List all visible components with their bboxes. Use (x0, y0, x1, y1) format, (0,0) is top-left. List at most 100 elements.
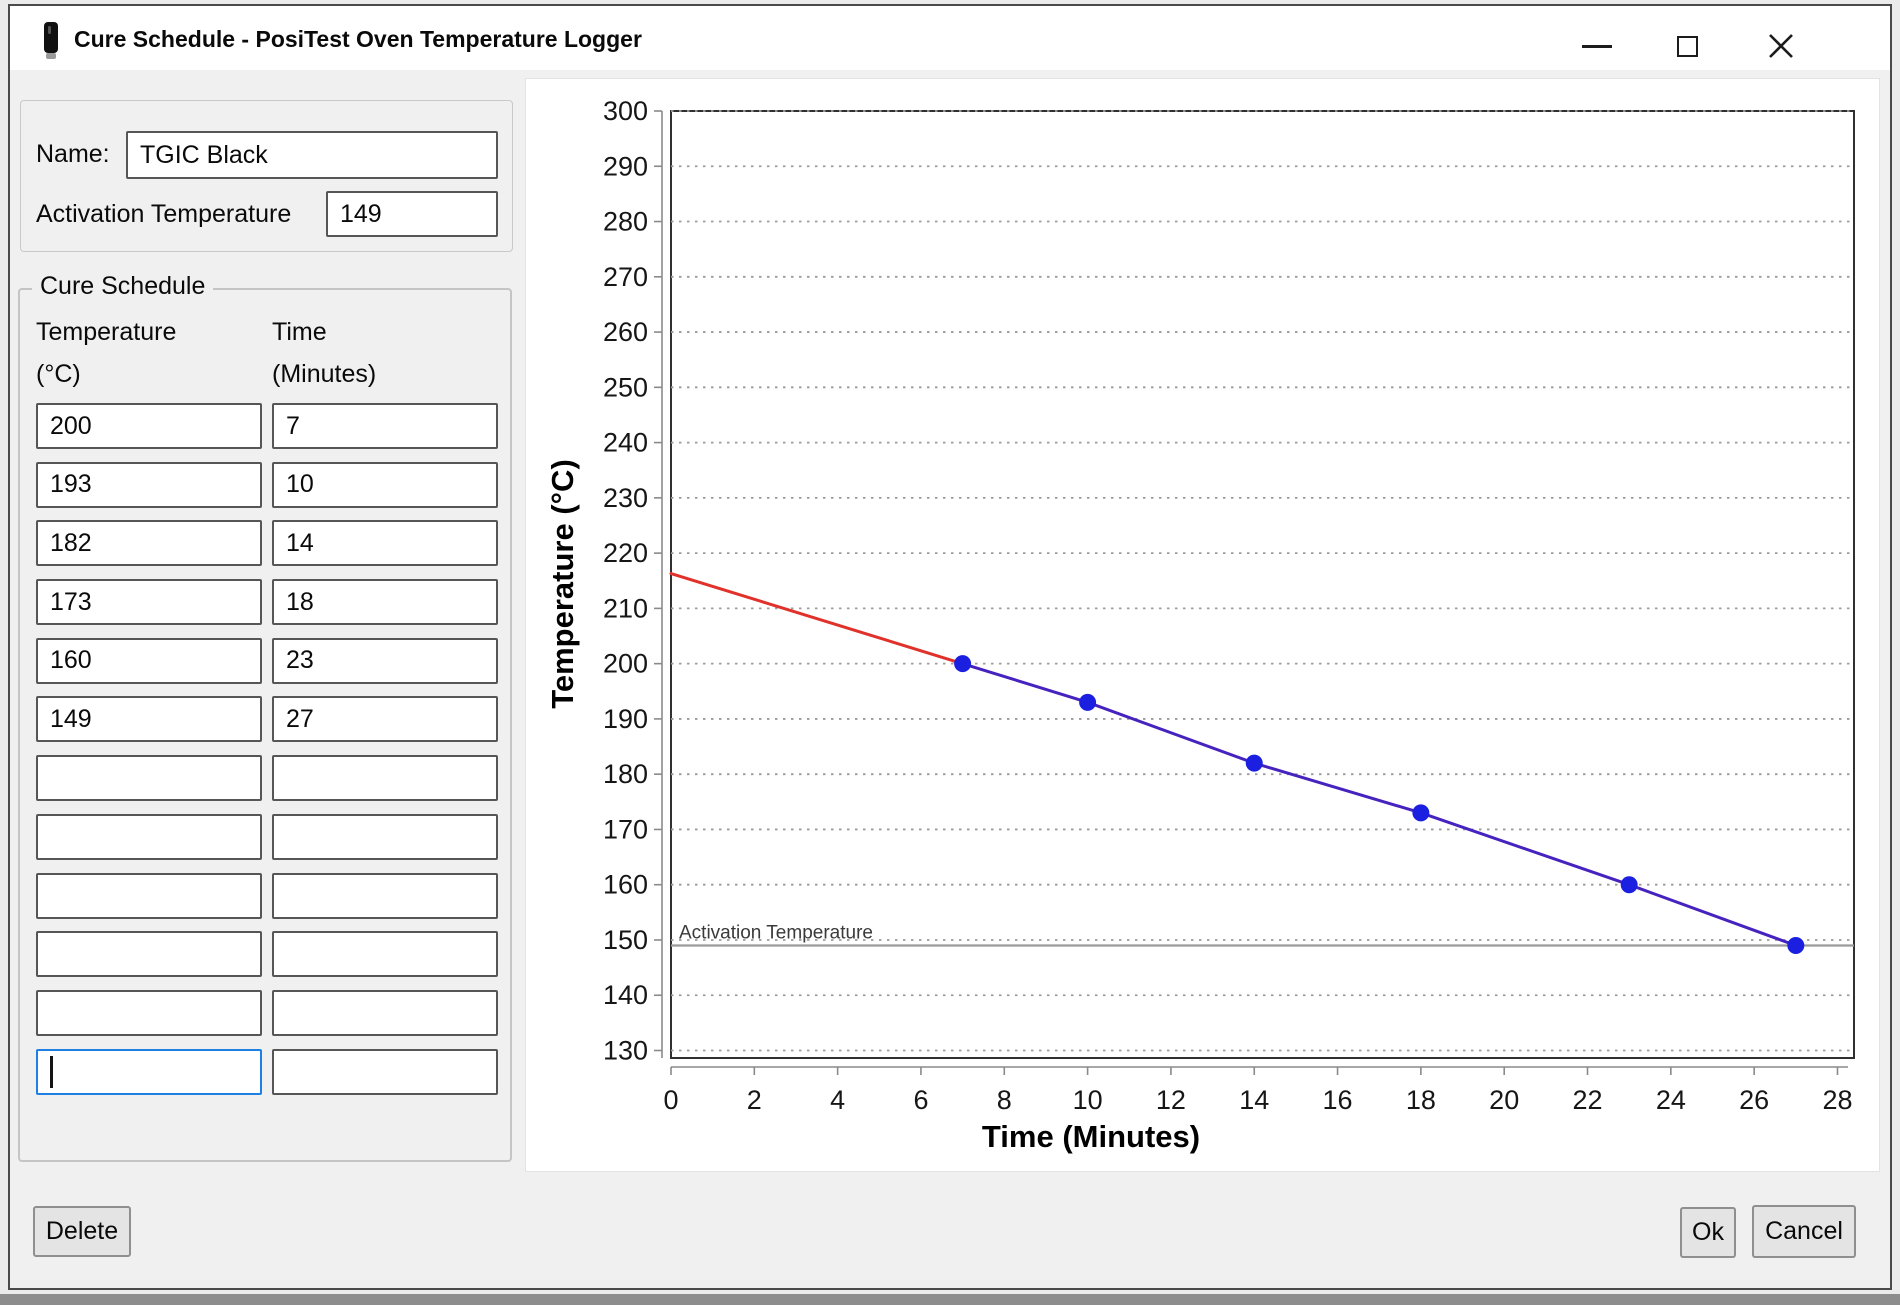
time-cell (272, 1048, 498, 1095)
time-input[interactable] (272, 1048, 498, 1095)
time-input[interactable] (272, 579, 498, 626)
cure-chart: 1301401501601701801902002102202302402502… (545, 96, 1855, 1154)
cancel-button[interactable]: Cancel (1752, 1205, 1856, 1258)
close-icon (1769, 34, 1793, 58)
time-cell (272, 403, 498, 449)
time-cell (272, 989, 498, 1036)
time-input[interactable] (272, 520, 498, 567)
schedule-row (36, 931, 498, 978)
temperature-column-unit: (°C) (36, 360, 81, 388)
time-input[interactable] (272, 813, 498, 860)
cure-schedule-groupbox (18, 288, 512, 1162)
temperature-input[interactable] (36, 931, 262, 978)
maximize-icon (1676, 35, 1698, 57)
time-cell (272, 579, 498, 626)
y-tick-label: 240 (603, 428, 648, 458)
schedule-row (36, 696, 498, 743)
temperature-cell (36, 637, 262, 684)
schedule-row (36, 813, 498, 860)
y-axis-title: Temperature (°C) (545, 459, 580, 709)
y-tick-label: 160 (603, 870, 648, 900)
x-tick-label: 4 (830, 1085, 845, 1115)
time-input[interactable] (272, 461, 498, 508)
data-point (1412, 804, 1430, 822)
temperature-input[interactable] (36, 520, 262, 567)
time-input[interactable] (272, 989, 498, 1036)
time-cell (272, 696, 498, 743)
y-tick-label: 260 (603, 317, 648, 347)
name-input[interactable] (126, 131, 498, 179)
y-tick-label: 150 (603, 925, 648, 955)
temperature-input[interactable] (36, 813, 262, 860)
y-tick-label: 190 (603, 704, 648, 734)
temperature-cell (36, 755, 262, 802)
temperature-input[interactable] (36, 696, 262, 743)
temperature-probe-icon (44, 22, 58, 59)
maximize-button[interactable] (1663, 24, 1711, 68)
time-input[interactable] (272, 696, 498, 743)
y-tick-label: 210 (603, 593, 648, 623)
time-cell (272, 813, 498, 860)
series-extrapolated-warmup (669, 572, 965, 666)
activation-temperature-label: Activation Temperature (36, 200, 292, 228)
schedule-row (36, 520, 498, 567)
y-tick-label: 270 (603, 262, 648, 292)
y-tick-label: 280 (603, 207, 648, 237)
data-point (954, 655, 972, 673)
time-input[interactable] (272, 637, 498, 684)
time-cell (272, 461, 498, 508)
schedule-row (36, 637, 498, 684)
temperature-input[interactable] (36, 872, 262, 919)
close-button[interactable] (1757, 24, 1805, 68)
temperature-cell (36, 696, 262, 743)
temperature-cell (36, 579, 262, 626)
time-input[interactable] (272, 872, 498, 919)
schedule-row (36, 403, 498, 449)
temperature-input[interactable] (36, 989, 262, 1036)
x-tick-label: 28 (1822, 1085, 1852, 1115)
x-tick-label: 18 (1406, 1085, 1436, 1115)
text-caret (50, 1055, 53, 1088)
data-point (1079, 693, 1097, 711)
cure-schedule-legend: Cure Schedule (32, 272, 214, 301)
schedule-row (36, 461, 498, 508)
temperature-input[interactable] (36, 1048, 262, 1095)
temperature-cell (36, 403, 262, 449)
temperature-input[interactable] (36, 403, 262, 449)
data-point (1620, 876, 1638, 894)
ok-button[interactable]: Ok (1680, 1207, 1736, 1258)
schedule-row (36, 989, 498, 1036)
time-input[interactable] (272, 931, 498, 978)
time-input[interactable] (272, 403, 498, 449)
temperature-cell (36, 931, 262, 978)
series-cure-schedule (961, 662, 1798, 948)
temperature-column-header: Temperature (36, 318, 177, 346)
name-activation-panel (20, 100, 513, 252)
temperature-cell (36, 520, 262, 567)
window-title: Cure Schedule - PosiTest Oven Temperatur… (74, 26, 642, 52)
time-cell (272, 520, 498, 567)
x-tick-label: 0 (663, 1085, 678, 1115)
time-input[interactable] (272, 755, 498, 802)
data-point (1245, 754, 1263, 772)
temperature-input[interactable] (36, 579, 262, 626)
activation-temperature-input[interactable] (326, 191, 498, 237)
chart-panel: 130 140 150 160 170 180 190 200 210 220 230 240 250 2… (525, 78, 1880, 1172)
schedule-row (36, 872, 498, 919)
delete-button[interactable]: Delete (33, 1206, 131, 1257)
temperature-input[interactable] (36, 755, 262, 802)
y-tick-label: 130 (603, 1036, 648, 1066)
y-tick-label: 300 (603, 96, 648, 126)
temperature-cell (36, 813, 262, 860)
y-tick-label: 140 (603, 980, 648, 1010)
x-tick-label: 10 (1073, 1085, 1103, 1115)
activation-temperature-annotation: Activation Temperature (679, 923, 873, 944)
schedule-rows (36, 403, 498, 1095)
name-label: Name: (36, 140, 110, 168)
temperature-cell (36, 989, 262, 1036)
temperature-cell (36, 461, 262, 508)
x-tick-label: 22 (1572, 1085, 1602, 1115)
minimize-button[interactable] (1573, 24, 1621, 68)
temperature-input[interactable] (36, 461, 262, 508)
temperature-input[interactable] (36, 637, 262, 684)
